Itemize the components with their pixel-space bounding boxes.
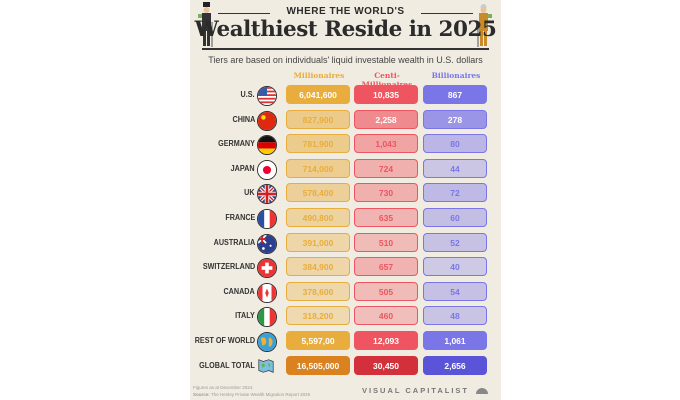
subtitle: Tiers are based on individuals' liquid i… [208,55,483,65]
source-label: Source: [193,392,210,397]
cell-billionaires-australia: 52 [423,232,487,252]
country-label: REST OF WORLD [194,336,255,345]
cell-millionaires-canada: 378,600 [286,281,350,301]
tycoon-illustration-left [198,2,213,47]
cell-millionaires-rest-of-world: 5,597,00 [286,331,350,350]
cell-centi-millionaires-rest-of-world: 12,093 [354,331,418,350]
divider [202,48,489,50]
cell-centi-millionaires-global-total: 30,450 [354,355,418,375]
cell-millionaires-switzerland: 384,900 [286,257,350,277]
country-label: FRANCE [224,213,255,222]
table-row: FRANCE 490,800 635 60 [190,208,501,230]
country-label: GERMANY [218,139,255,149]
footnote: Figures as at December 2024. [193,385,254,390]
table-row: JAPAN 714,000 724 44 [190,158,501,181]
table-row: GLOBAL TOTAL 16,505,000 30,450 2,656 [190,355,501,378]
cell-millionaires-china: 827,900 [286,109,350,129]
country-label: SWITZERLAND [202,262,255,272]
cell-billionaires-china: 278 [423,109,487,129]
cell-billionaires-germany: 80 [423,134,487,154]
table-row: ITALY 318,200 460 48 [190,306,501,328]
cell-billionaires-rest-of-world: 1,061 [423,331,487,350]
cell-centi-millionaires-germany: 1,043 [354,134,418,154]
country-label: ITALY [235,311,255,321]
cell-centi-millionaires-australia: 510 [354,232,418,252]
table-row: REST OF WORLD 5,597,00 12,093 1,061 [190,331,501,353]
flag-cn-icon [257,110,277,131]
cell-centi-millionaires-japan: 724 [354,158,418,178]
cell-millionaires-france: 490,800 [286,208,350,227]
cell-centi-millionaires-italy: 460 [354,306,418,326]
country-label: U.S. [240,90,255,99]
infographic: WHERE THE WORLD'S Wealthiest Reside in 2… [190,0,501,400]
country-label: AUSTRALIA [213,237,255,247]
country-label: CHINA [232,114,255,124]
column-header-centi-millionaires: Centi-Millionaires [361,71,413,89]
divider [421,13,473,14]
cell-millionaires-japan: 714,000 [286,158,350,178]
cell-millionaires-australia: 391,000 [286,232,350,252]
divider [218,13,270,14]
table-row: CHINA 827,900 2,258 278 [190,109,501,132]
column-header-billionaires: Billionaires [431,71,481,80]
column-header-millionaires: Millionaires [293,71,345,80]
country-label: CANADA [223,286,255,296]
table-row: CANADA 378,600 505 54 [190,281,501,304]
cell-billionaires-france: 60 [423,208,487,227]
flag-ca-icon [257,282,277,303]
cell-billionaires-uk: 72 [423,183,487,203]
kicker: WHERE THE WORLD'S [286,6,405,17]
table-row: AUSTRALIA 391,000 510 52 [190,232,501,255]
flag-fr-icon [257,209,277,229]
flag-de-icon [257,135,277,156]
cell-billionaires-japan: 44 [423,158,487,178]
flag-map-icon [257,356,275,375]
table-row: SWITZERLAND 384,900 657 40 [190,257,501,279]
cell-centi-millionaires-canada: 505 [354,281,418,301]
cell-billionaires-u-s: 867 [423,85,487,104]
flag-ch-icon [257,258,277,279]
cell-millionaires-germany: 781,900 [286,134,350,154]
flag-au-icon [257,233,277,254]
cell-centi-millionaires-uk: 730 [354,183,418,203]
visual-capitalist-icon [476,388,488,394]
country-label: GLOBAL TOTAL [199,360,255,370]
cell-billionaires-canada: 54 [423,281,487,301]
cell-millionaires-global-total: 16,505,000 [286,355,350,375]
flag-jp-icon [257,159,277,180]
cell-millionaires-uk: 578,400 [286,183,350,203]
cell-millionaires-italy: 318,200 [286,306,350,326]
country-label: JAPAN [231,163,255,173]
source: The Henley Private Wealth Migration Repo… [210,392,311,397]
page-title: Wealthiest Reside in 2025 [194,17,497,42]
flag-it-icon [257,307,277,328]
cell-centi-millionaires-u-s: 10,835 [354,85,418,104]
table-row: UK 578,400 730 72 [190,183,501,205]
cell-billionaires-switzerland: 40 [423,257,487,277]
table-row: U.S. 6,041,600 10,835 867 [190,85,501,107]
cell-billionaires-global-total: 2,656 [423,355,487,375]
table-row: GERMANY 781,900 1,043 80 [190,134,501,156]
cell-centi-millionaires-china: 2,258 [354,109,418,129]
flag-gb-icon [257,184,277,205]
cell-centi-millionaires-switzerland: 657 [354,257,418,277]
brand-logo: VISUAL CAPITALIST [361,386,469,395]
flag-us-icon [257,86,277,106]
country-label: UK [244,188,255,198]
cell-centi-millionaires-france: 635 [354,208,418,227]
cell-millionaires-u-s: 6,041,600 [286,85,350,104]
flag-globe-icon [257,332,277,352]
tycoon-illustration-right [477,4,492,47]
cell-billionaires-italy: 48 [423,306,487,326]
